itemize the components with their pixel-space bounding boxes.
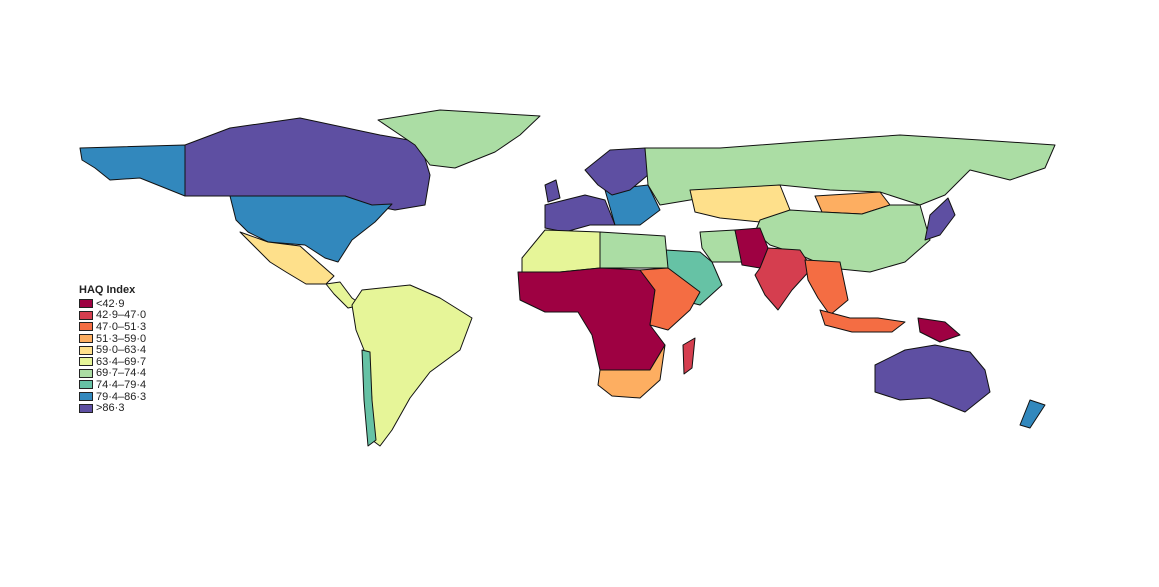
legend-item: 47·0–51·3 xyxy=(79,321,146,333)
legend-swatch xyxy=(79,380,93,390)
legend-swatch xyxy=(79,357,93,367)
legend-item: 63·4–69·7 xyxy=(79,356,146,368)
region-europe-east xyxy=(604,184,661,226)
region-east-africa xyxy=(639,267,701,331)
legend-swatch xyxy=(79,310,93,320)
legend-swatch xyxy=(79,392,93,402)
region-uk xyxy=(544,179,561,203)
legend-label: >86·3 xyxy=(96,402,125,415)
legend-label: <42·9 xyxy=(96,297,125,310)
legend-swatch xyxy=(79,403,93,413)
legend-item: 42·9–47·0 xyxy=(79,309,147,322)
region-greenland xyxy=(377,109,541,169)
region-egypt-libya xyxy=(599,231,669,269)
legend-label: 42·9–47·0 xyxy=(96,309,147,322)
region-australia xyxy=(874,344,991,413)
region-mexico xyxy=(239,231,335,285)
region-southern-africa xyxy=(597,344,666,399)
legend-title: HAQ Index xyxy=(79,284,136,296)
legend-swatch xyxy=(79,334,93,344)
region-europe-west xyxy=(544,194,616,233)
legend: HAQ Index <42·9 42·9–47·0 47·0–51·3 51·3–59… xyxy=(79,284,146,414)
legend-item: <42·9 xyxy=(79,298,146,310)
legend-item: 59·0–63·4 xyxy=(79,344,146,356)
legend-item: 69·7–74·4 xyxy=(79,367,147,380)
region-madagascar xyxy=(682,337,696,375)
region-usa xyxy=(229,195,393,263)
legend-item: >86·3 xyxy=(79,402,146,414)
region-alaska xyxy=(79,144,186,197)
legend-swatch xyxy=(79,322,93,332)
legend-label: 59·0–63·4 xyxy=(96,344,147,357)
region-chile xyxy=(361,349,377,447)
region-south-america xyxy=(351,284,473,447)
region-indonesia xyxy=(819,309,906,333)
legend-label: 74·4–79·4 xyxy=(96,378,147,391)
region-sub-saharan-africa xyxy=(517,267,666,373)
legend-swatch xyxy=(79,299,93,309)
region-india xyxy=(754,247,813,311)
legend-label: 47·0–51·3 xyxy=(96,320,147,333)
legend-label: 51·3–59·0 xyxy=(96,332,147,345)
region-china xyxy=(754,204,931,273)
legend-swatch xyxy=(79,345,93,355)
region-scandinavia xyxy=(584,147,649,196)
region-north-africa xyxy=(521,229,601,273)
legend-label: 69·7–74·4 xyxy=(96,367,147,380)
legend-item: 79·4–86·3 xyxy=(79,391,146,403)
region-iran xyxy=(699,229,743,263)
legend-swatch xyxy=(79,368,93,378)
region-japan xyxy=(924,197,956,241)
region-papua-new-guinea xyxy=(917,317,961,343)
region-southeast-asia xyxy=(804,259,849,316)
legend-label: 63·4–69·7 xyxy=(96,355,147,368)
legend-label: 79·4–86·3 xyxy=(96,390,147,403)
region-new-zealand xyxy=(1019,399,1046,429)
legend-item: 51·3–59·0 xyxy=(79,333,146,345)
legend-item: 74·4–79·4 xyxy=(79,379,146,391)
